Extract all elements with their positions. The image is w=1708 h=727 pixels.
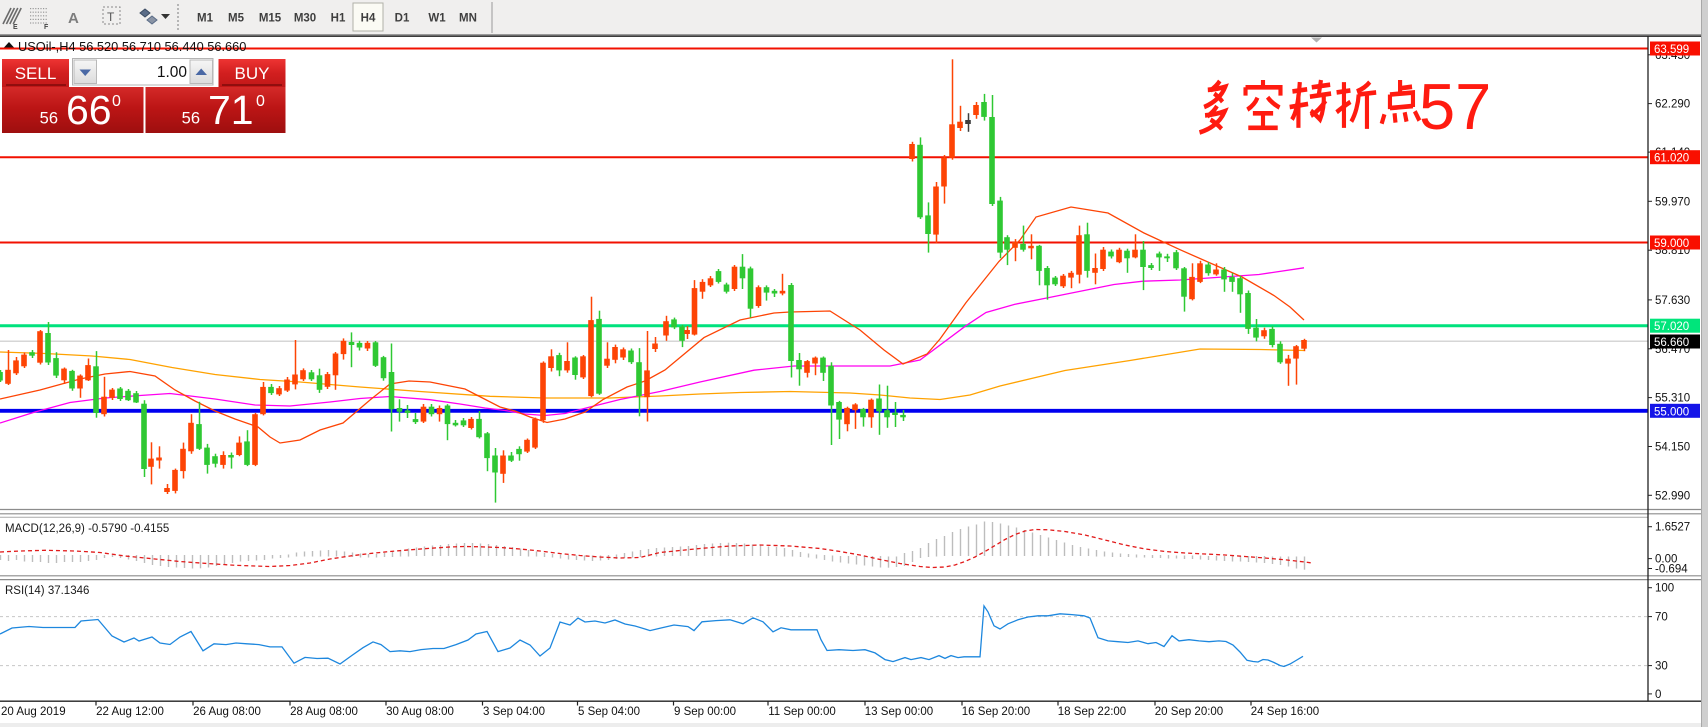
svg-text:20 Sep 20:00: 20 Sep 20:00	[1155, 706, 1223, 718]
svg-text:M15: M15	[259, 13, 282, 25]
svg-text:30: 30	[1655, 661, 1668, 673]
svg-text:55.000: 55.000	[1654, 406, 1689, 418]
svg-text:20 Aug 2019: 20 Aug 2019	[1, 706, 66, 718]
svg-text:30 Aug 08:00: 30 Aug 08:00	[386, 706, 454, 718]
svg-text:70: 70	[1655, 612, 1668, 624]
svg-text:H1: H1	[331, 13, 346, 25]
svg-text:59.970: 59.970	[1655, 196, 1690, 208]
svg-text:5 Sep 04:00: 5 Sep 04:00	[578, 706, 640, 718]
svg-text:T: T	[107, 10, 115, 24]
svg-text:22 Aug 12:00: 22 Aug 12:00	[96, 706, 164, 718]
svg-text:66: 66	[66, 87, 112, 133]
svg-text:1.00: 1.00	[157, 64, 188, 81]
svg-text:62.290: 62.290	[1655, 99, 1690, 111]
svg-text:MACD(12,26,9) -0.5790 -0.4155: MACD(12,26,9) -0.5790 -0.4155	[5, 523, 169, 535]
svg-text:56: 56	[182, 110, 200, 128]
svg-text:11 Sep 00:00: 11 Sep 00:00	[768, 706, 836, 718]
svg-text:63.599: 63.599	[1654, 44, 1689, 56]
svg-text:52.990: 52.990	[1655, 490, 1690, 502]
svg-text:0.00: 0.00	[1655, 554, 1677, 566]
svg-text:W1: W1	[428, 13, 446, 25]
svg-text:57.630: 57.630	[1655, 295, 1690, 307]
svg-text:71: 71	[208, 87, 254, 133]
svg-text:57.020: 57.020	[1654, 321, 1689, 333]
svg-text:56: 56	[40, 110, 58, 128]
svg-text:16 Sep 20:00: 16 Sep 20:00	[962, 706, 1030, 718]
svg-text:54.150: 54.150	[1655, 442, 1690, 454]
svg-text:RSI(14) 37.1346: RSI(14) 37.1346	[5, 585, 89, 597]
svg-text:3 Sep 04:00: 3 Sep 04:00	[483, 706, 545, 718]
svg-text:H4: H4	[361, 13, 376, 25]
svg-text:E: E	[13, 24, 18, 31]
svg-text:59.000: 59.000	[1654, 238, 1689, 250]
svg-text:13 Sep 00:00: 13 Sep 00:00	[865, 706, 933, 718]
svg-text:57: 57	[1419, 70, 1491, 143]
svg-text:18 Sep 22:00: 18 Sep 22:00	[1058, 706, 1126, 718]
svg-text:M30: M30	[294, 13, 316, 25]
svg-text:1.6527: 1.6527	[1655, 522, 1690, 534]
svg-text:55.310: 55.310	[1655, 393, 1690, 405]
svg-text:0: 0	[256, 93, 265, 110]
svg-text:MN: MN	[459, 13, 477, 25]
svg-text:9 Sep 00:00: 9 Sep 00:00	[674, 706, 736, 718]
svg-text:24 Sep 16:00: 24 Sep 16:00	[1251, 706, 1319, 718]
svg-text:100: 100	[1655, 583, 1674, 595]
svg-text:BUY: BUY	[235, 64, 270, 83]
svg-text:SELL: SELL	[15, 64, 57, 83]
svg-text:-0.694: -0.694	[1655, 564, 1688, 576]
svg-text:D1: D1	[395, 13, 410, 25]
svg-text:26 Aug 08:00: 26 Aug 08:00	[193, 706, 261, 718]
svg-text:61.020: 61.020	[1654, 153, 1689, 165]
svg-text:USOil-,H4 56.520 56.710 56.44: USOil-,H4 56.520 56.710 56.440 56.660	[18, 39, 246, 54]
svg-text:0: 0	[112, 93, 121, 110]
svg-text:M1: M1	[197, 13, 214, 25]
svg-text:28 Aug 08:00: 28 Aug 08:00	[290, 706, 358, 718]
svg-text:M5: M5	[228, 13, 245, 25]
svg-text:F: F	[44, 24, 49, 31]
svg-text:56.660: 56.660	[1654, 337, 1689, 349]
svg-text:0: 0	[1655, 689, 1661, 701]
svg-text:A: A	[68, 10, 79, 27]
